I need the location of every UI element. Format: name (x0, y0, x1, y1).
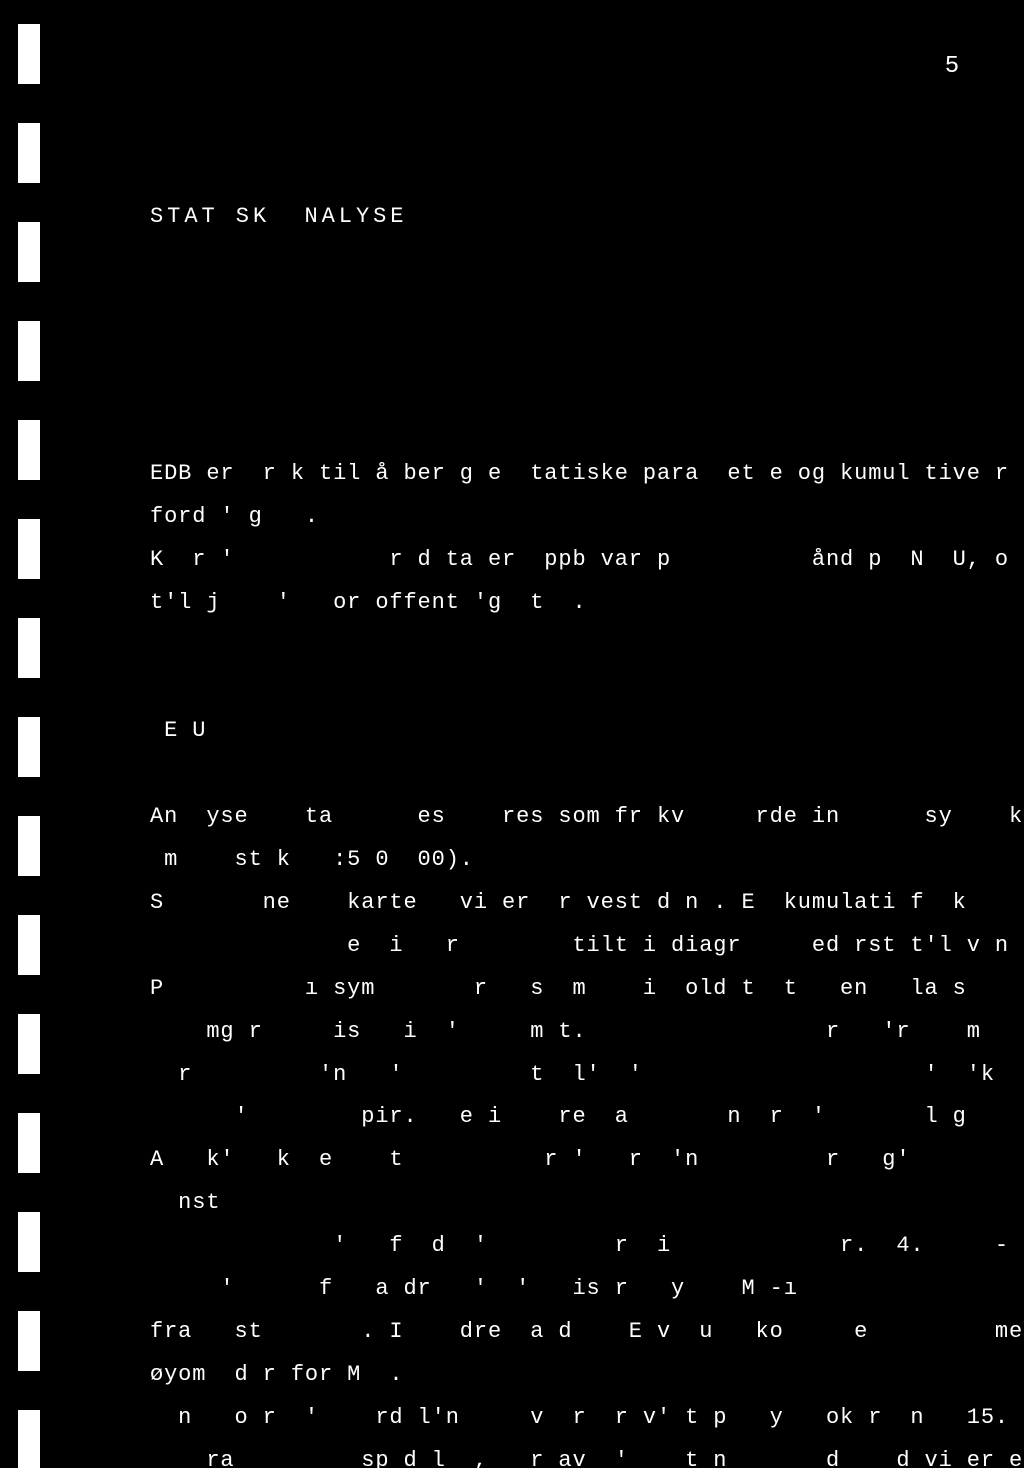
text-line: n o r ' rd l'n v r r v' t p y ok r n 15.… (150, 1397, 962, 1440)
punch-mark (18, 519, 40, 579)
text-line: P ı sym r s m i old t t en la s (150, 968, 962, 1011)
punch-mark (18, 717, 40, 777)
section-heading: STAT SK NALYSE (150, 196, 962, 239)
punch-mark (18, 1014, 40, 1074)
punch-mark (18, 321, 40, 381)
punch-mark (18, 915, 40, 975)
text-lines: EDB er r k til å ber g e tatiske para et… (150, 453, 962, 1468)
text-line (150, 625, 962, 668)
punch-mark (18, 123, 40, 183)
text-line: t'l j ' or offent 'g t . (150, 582, 962, 625)
text-line: ra sp d l , r av ' t n d d vi er et (150, 1440, 962, 1468)
text-line: ' f a dr ' ' is r y M -ı (150, 1268, 962, 1311)
text-line: ' f d ' r i r. 4. - (150, 1225, 962, 1268)
punch-mark (18, 618, 40, 678)
text-line (150, 753, 962, 796)
punch-mark (18, 816, 40, 876)
body-text: STAT SK NALYSE EDB er r k til å ber g e … (150, 110, 962, 1468)
text-line: ' pir. e i re a n r ' l g e. (150, 1096, 962, 1139)
text-line: K r ' r d ta er ppb var p ånd p N U, o r (150, 539, 962, 582)
page-number: 5 (945, 44, 960, 91)
blank-line (150, 324, 962, 367)
text-line: ford ' g . (150, 496, 962, 539)
text-line: r 'n ' t l' ' ' 'k (150, 1054, 962, 1097)
punch-mark (18, 420, 40, 480)
text-line: m st k :5 0 00). (150, 839, 962, 882)
punch-mark (18, 1113, 40, 1173)
text-line: e i r tilt i diagr ed rst t'l v n r på r… (150, 925, 962, 968)
left-punch-column (18, 24, 40, 1468)
text-line (150, 668, 962, 711)
text-line: EDB er r k til å ber g e tatiske para et… (150, 453, 962, 496)
text-line: A k' k e t r ' r 'n r g' (150, 1139, 962, 1182)
text-line: An yse ta es res som fr kv rde in sy ka … (150, 796, 962, 839)
text-line: mg r is i ' m t. r 'r m 'v (150, 1011, 962, 1054)
punch-mark (18, 1410, 40, 1468)
punch-mark (18, 222, 40, 282)
punch-mark (18, 1311, 40, 1371)
text-line: S ne karte vi er r vest d n . E kumulati… (150, 882, 962, 925)
punch-mark (18, 1212, 40, 1272)
document-page: 5 STAT SK NALYSE EDB er r k til å ber g … (0, 0, 1024, 1468)
punch-mark (18, 24, 40, 84)
text-line: fra st . I dre a d E v u ko e mer (150, 1311, 962, 1354)
text-line: nst (150, 1182, 962, 1225)
text-line: E U (150, 710, 962, 753)
text-line: øyom d r for M . (150, 1354, 962, 1397)
